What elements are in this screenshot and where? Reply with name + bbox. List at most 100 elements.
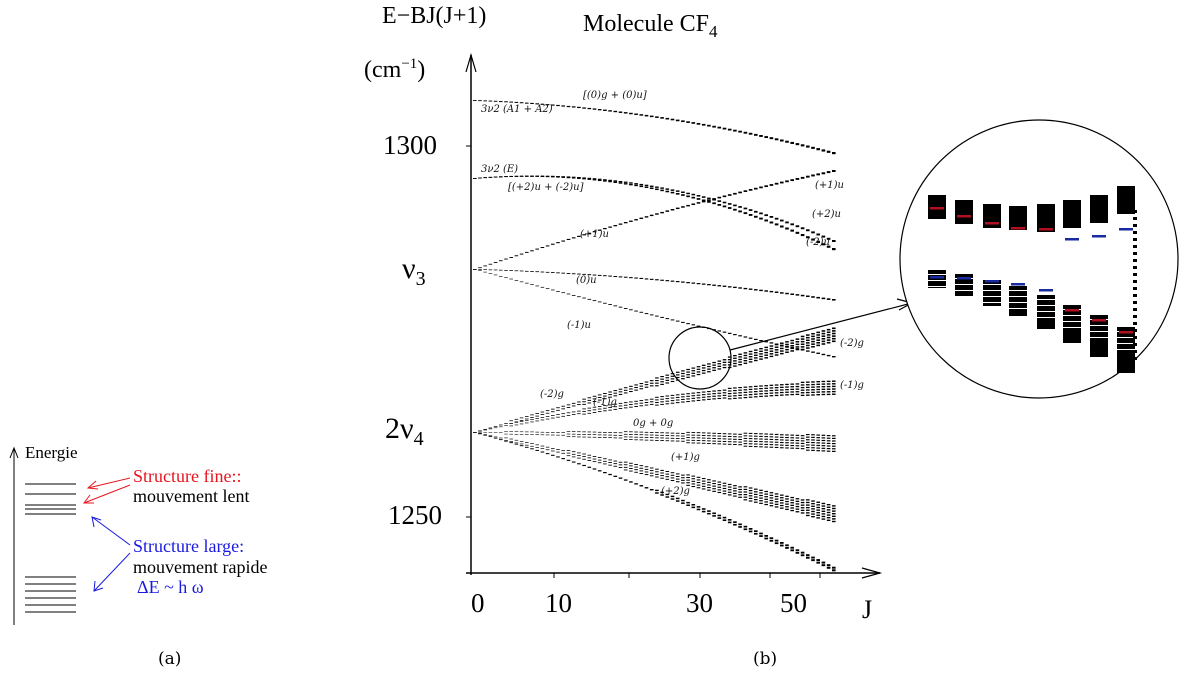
branch-nu3-plus1: [551, 243, 555, 245]
branch-3nu2-e-lower: [816, 233, 820, 236]
branch-nu3-minus1: [530, 284, 534, 285]
branch-2nu4-plus1: [712, 480, 716, 482]
branch-2nu4-plus1: [754, 501, 758, 503]
branch-2nu4-0: [665, 440, 670, 442]
branch-3nu2-a1a2: [504, 101, 508, 103]
branch-2nu4-plus1: [603, 463, 607, 465]
branch-2nu4-minus2: [811, 340, 815, 343]
branch-2nu4-minus1: [811, 391, 815, 394]
branch-2nu4-plus1: [551, 450, 555, 452]
branch-2nu4-plus1: [592, 456, 597, 457]
branch-2nu4-0: [545, 434, 550, 436]
branch-2nu4-0: [623, 439, 628, 440]
branch-2nu4-minus1: [639, 400, 644, 402]
branch-nu3-minus1: [738, 335, 742, 337]
branch-2nu4-plus1: [816, 504, 820, 506]
branch-2nu4-minus1: [785, 386, 789, 388]
branch-2nu4-plus2: [686, 501, 690, 504]
branch-2nu4-0: [696, 442, 701, 444]
branch-2nu4-plus1: [691, 480, 696, 482]
branch-2nu4-minus1: [811, 386, 815, 388]
branch-2nu4-minus2: [556, 407, 560, 409]
branch-2nu4-plus1: [811, 503, 815, 505]
zoom-inset-circle: [899, 119, 1179, 399]
branch-2nu4-0: [795, 442, 800, 444]
branch-2nu4-minus2: [540, 414, 545, 416]
branch-2nu4-minus1: [826, 385, 831, 388]
branch-2nu4-0: [780, 442, 784, 444]
branch-2nu4-plus2: [811, 559, 815, 562]
branch-2nu4-minus2: [519, 420, 524, 421]
branch-2nu4-minus1: [571, 411, 576, 413]
branch-2nu4-minus1: [754, 385, 758, 388]
branch-2nu4-minus2: [795, 348, 800, 351]
branch-2nu4-plus1: [509, 438, 513, 440]
branch-2nu4-minus1: [748, 391, 753, 393]
branch-2nu4-minus1: [701, 391, 706, 393]
branch-2nu4-minus2: [826, 341, 831, 344]
branch-2nu4-plus2: [623, 479, 628, 481]
branch-3nu2-e-lower: [811, 231, 815, 234]
branch-3nu2-a1a2: [551, 104, 555, 106]
branch-2nu4-minus1: [733, 387, 737, 389]
branch-2nu4-plus1: [780, 504, 784, 507]
branch-2nu4-0: [540, 431, 545, 433]
branch-2nu4-plus1: [535, 444, 539, 446]
branch-2nu4-0: [707, 435, 711, 437]
branch-2nu4-minus1: [592, 406, 597, 408]
branch-3nu2-e-upper: [701, 199, 706, 202]
branch-2nu4-0: [707, 440, 711, 442]
branch-2nu4-plus1: [696, 487, 701, 489]
branch-nu3-plus1: [727, 194, 732, 196]
branch-2nu4-plus2: [795, 551, 800, 554]
energy-label: Energie: [25, 443, 78, 462]
branch-2nu4-minus2: [571, 405, 576, 407]
branch-2nu4-minus2: [603, 393, 607, 394]
branch-nu3-plus1: [811, 174, 815, 177]
branch-2nu4-minus2: [806, 334, 810, 336]
branch-2nu4-0: [764, 433, 768, 435]
branch-2nu4-plus1: [816, 512, 820, 514]
branch-3nu2-e-lower: [530, 175, 534, 177]
branch-2nu4-minus1: [655, 404, 659, 406]
branch-2nu4-minus2: [670, 375, 675, 377]
branch-2nu4-0: [727, 441, 732, 443]
branch-2nu4-minus2: [821, 343, 826, 345]
branch-2nu4-minus2: [816, 344, 820, 347]
branch-2nu4-minus2: [644, 381, 649, 383]
branch-2nu4-minus2: [774, 346, 779, 348]
branch-2nu4-minus1: [603, 407, 607, 409]
branch-2nu4-plus2: [727, 519, 732, 521]
branch-2nu4-plus1: [795, 498, 800, 500]
branch-nu3-0: [644, 278, 649, 280]
branch-2nu4-minus2: [790, 350, 794, 352]
branch-2nu4-minus1: [686, 401, 690, 403]
branch-2nu4-plus1: [530, 443, 534, 444]
branch-2nu4-0: [754, 446, 758, 448]
branch-2nu4-minus2: [707, 371, 711, 373]
branch-2nu4-plus1: [733, 487, 737, 489]
x-tick-label-30: 30: [686, 588, 713, 618]
branch-2nu4-minus2: [670, 380, 675, 383]
branch-nu3-plus1: [655, 213, 659, 215]
branch-2nu4-plus1: [832, 518, 836, 520]
branch-2nu4-plus1: [649, 467, 654, 469]
branch-nu3-plus1: [738, 191, 742, 194]
branch-3nu2-e-lower: [665, 188, 670, 190]
branch-3nu2-a1a2: [525, 102, 529, 104]
branch-2nu4-minus2: [561, 405, 565, 407]
branch-nu3-minus1: [519, 281, 524, 283]
branch-nu3-0: [623, 276, 628, 278]
branch-2nu4-plus2: [665, 493, 670, 496]
branch-2nu4-minus1: [707, 393, 711, 395]
branch-2nu4-minus1: [577, 410, 581, 412]
branch-nu3-minus1: [561, 292, 565, 294]
branch-nu3-plus1: [561, 240, 565, 242]
branch-2nu4-minus2: [592, 398, 597, 400]
x-axis-arrowhead: [861, 567, 883, 579]
inset-edge-level: [1133, 301, 1137, 304]
branch-nu3-0: [587, 274, 592, 276]
branch-2nu4-0: [806, 444, 810, 446]
branch-2nu4-minus2: [790, 347, 794, 350]
branch-2nu4-minus2: [717, 363, 722, 365]
